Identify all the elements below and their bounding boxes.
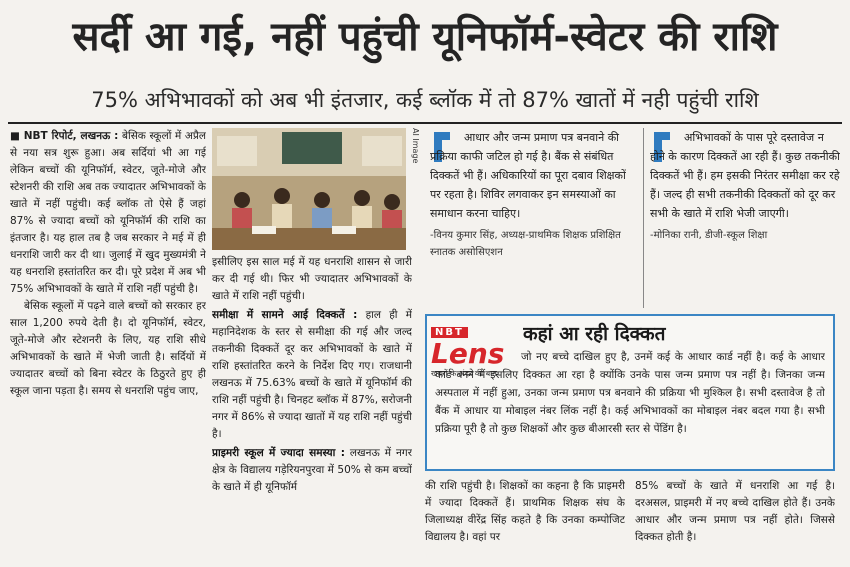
headline: सर्दी आ गई, नहीं पहुंची यूनिफॉर्म-स्वेटर… [72, 14, 778, 60]
section-text: लखनऊ में नगर क्षेत्र के विद्यालय गड़ेरिय… [212, 447, 412, 493]
window [362, 136, 402, 166]
quote-1: आधार और जन्म प्रमाण पत्र बनवाने की प्रक्… [430, 128, 636, 308]
quote-text: अभिभावकों के पास पूरे दस्तावेज न होने के… [650, 131, 840, 220]
window [217, 136, 257, 166]
lens-logo-text: Lens [431, 337, 505, 370]
subheadline: 75% अभिभावकों को अब भी इंतजार, कई ब्लॉक … [91, 88, 759, 112]
lens-tagline: खबरों के अंदर की बात [431, 369, 497, 378]
divider [8, 122, 842, 124]
quote-attribution: -मोनिका रानी, डीजी-स्कूल शिक्षा [650, 230, 768, 241]
column-3: की राशि पहुंची है। शिक्षकों का कहना है क… [425, 480, 625, 543]
lens-title: कहां आ रही दिक्कत [523, 323, 666, 345]
paragraph: बेसिक स्कूलों में पढ़ने वाले बच्चों को स… [10, 300, 206, 397]
lens-box: NBT Lens खबरों के अंदर की बात कहां आ रही… [425, 314, 835, 471]
lens-logo: NBT Lens खबरों के अंदर की बात [431, 320, 517, 390]
section-text: हाल ही में महानिदेशक के स्तर से समीक्षा … [212, 309, 412, 440]
quote-2: अभिभावकों के पास पूरे दस्तावेज न होने के… [650, 128, 840, 308]
quote-mark [434, 132, 450, 162]
divider [643, 128, 644, 308]
dateline: NBT रिपोर्ट, लखनऊ : [23, 130, 119, 142]
blackboard [282, 132, 342, 164]
students [232, 188, 402, 230]
lens-brand: NBT [431, 327, 468, 338]
column-1: ■ NBT रिपोर्ट, लखनऊ : बेसिक स्कूलों में … [10, 128, 206, 560]
column-4: 85% बच्चों के खाते में धनराशि आ गई है। द… [635, 480, 835, 543]
section-heading: समीक्षा में सामने आई दिक्कतें : [212, 309, 358, 321]
book [252, 226, 276, 234]
book [332, 226, 356, 234]
section: समीक्षा में सामने आई दिक्कतें : हाल ही म… [212, 307, 412, 443]
paragraph: इसीलिए इस साल मई में यह धनराशि शासन से ज… [212, 256, 412, 302]
quote-text: आधार और जन्म प्रमाण पत्र बनवाने की प्रक्… [430, 131, 626, 220]
desks [212, 228, 406, 250]
column-2: इसीलिए इस साल मई में यह धनराशि शासन से ज… [212, 254, 412, 560]
section: प्राइमरी स्कूल में ज्यादा समस्या : लखनऊ … [212, 445, 412, 496]
quote-mark [654, 132, 670, 162]
lens-text: जो नए बच्चे दाखिल हुए है, उनमें कई के आध… [435, 351, 825, 435]
paragraph: ■ NBT रिपोर्ट, लखनऊ : बेसिक स्कूलों में … [10, 128, 206, 298]
section-heading: प्राइमरी स्कूल में ज्यादा समस्या : [212, 447, 345, 459]
text: बेसिक स्कूलों में अप्रैल से नया सत्र शुर… [10, 130, 206, 295]
photo [212, 128, 406, 250]
quote-attribution: -विनय कुमार सिंह, अध्यक्ष-प्राथमिक शिक्ष… [430, 230, 621, 258]
image-credit: AI Image [411, 128, 420, 164]
bullet: ■ [10, 130, 24, 142]
